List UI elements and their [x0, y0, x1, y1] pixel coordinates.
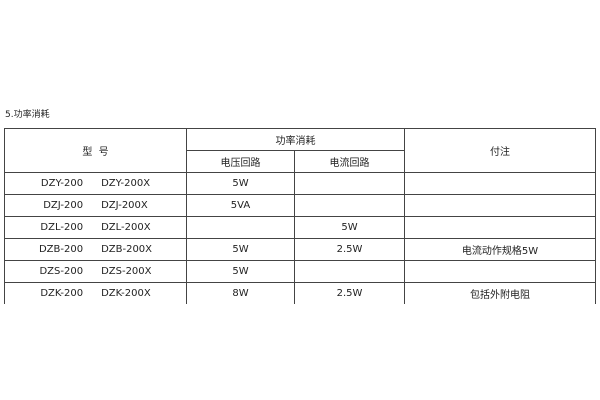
model-a: DZS-200: [39, 266, 84, 277]
header-power: 功率消耗: [186, 128, 405, 151]
header-notes: 付注: [404, 128, 596, 173]
note-cell: [404, 260, 596, 283]
voltage-cell: 5W: [186, 172, 295, 195]
current-cell: 2.5W: [294, 282, 405, 304]
power-consumption-table: 型 号 功率消耗 付注 电压回路 电流回路 DZY-200 DZY-200X 5W…: [4, 128, 596, 304]
model-cell: DZJ-200 DZJ-200X: [4, 194, 187, 217]
model-cell: DZB-200 DZB-200X: [4, 238, 187, 261]
table-row: DZS-200 DZS-200X 5W: [4, 260, 596, 283]
voltage-cell: 5W: [186, 260, 295, 283]
voltage-cell: [186, 216, 295, 239]
model-a: DZJ-200: [43, 200, 84, 211]
note-cell: [404, 194, 596, 217]
current-cell: [294, 194, 405, 217]
header-voltage-circuit: 电压回路: [186, 150, 295, 173]
current-cell: [294, 260, 405, 283]
section-title: 5.功率消耗: [5, 110, 50, 120]
current-cell: [294, 172, 405, 195]
current-cell: 5W: [294, 216, 405, 239]
table-row: DZY-200 DZY-200X 5W: [4, 172, 596, 195]
note-cell: 电流动作规格5W: [404, 238, 596, 261]
subheader-row: 电压回路 电流回路: [5, 150, 596, 173]
model-cell: DZL-200 DZL-200X: [4, 216, 187, 239]
model-a: DZL-200: [40, 222, 84, 233]
table-row: DZJ-200 DZJ-200X 5VA: [4, 194, 596, 217]
table-row: DZK-200 DZK-200X 8W 2.5W 包括外附电阻: [4, 282, 596, 304]
note-cell: [404, 216, 596, 239]
voltage-cell: 5W: [186, 238, 295, 261]
header-current-circuit: 电流回路: [294, 150, 405, 173]
model-a: DZK-200: [40, 288, 84, 299]
model-cell: DZS-200 DZS-200X: [4, 260, 187, 283]
model-b: DZK-200X: [101, 288, 151, 299]
model-b: DZB-200X: [101, 244, 153, 255]
table-row: DZB-200 DZB-200X 5W 2.5W 电流动作规格5W: [4, 238, 596, 261]
note-cell: 包括外附电阻: [404, 282, 596, 304]
model-cell: DZK-200 DZK-200X: [4, 282, 187, 304]
voltage-cell: 5VA: [186, 194, 295, 217]
current-cell: 2.5W: [294, 238, 405, 261]
model-b: DZL-200X: [101, 222, 151, 233]
table-row: DZL-200 DZL-200X 5W: [4, 216, 596, 239]
note-cell: [404, 172, 596, 195]
model-a: DZY-200: [40, 178, 84, 189]
header-model: 型 号: [4, 128, 187, 173]
header-row: 型 号 功率消耗 付注: [4, 128, 596, 173]
voltage-cell: 8W: [186, 282, 295, 304]
model-b: DZJ-200X: [101, 200, 148, 211]
model-b: DZY-200X: [101, 178, 151, 189]
model-cell: DZY-200 DZY-200X: [4, 172, 187, 195]
model-b: DZS-200X: [101, 266, 152, 277]
model-a: DZB-200: [38, 244, 84, 255]
